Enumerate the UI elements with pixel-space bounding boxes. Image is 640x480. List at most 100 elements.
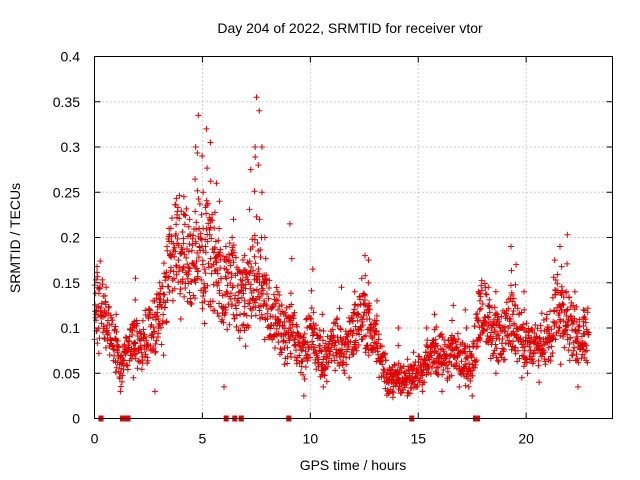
data-point: [149, 314, 156, 321]
data-point: [220, 319, 227, 326]
data-point-peak: [246, 206, 253, 213]
data-point: [311, 344, 318, 351]
data-point-peak: [512, 281, 519, 288]
data-point: [250, 287, 257, 294]
data-point: [312, 322, 319, 329]
data-point-peak: [207, 255, 214, 262]
data-point: [425, 369, 432, 376]
data-point: [116, 344, 123, 351]
data-point-peak: [361, 252, 368, 259]
data-point-peak: [485, 321, 492, 328]
data-point: [503, 299, 510, 306]
data-point: [102, 344, 109, 351]
data-point: [304, 357, 311, 364]
data-point: [118, 378, 125, 385]
data-point-peak: [274, 297, 281, 304]
data-point-peak: [511, 321, 518, 328]
data-point-peak: [216, 252, 223, 259]
data-point: [170, 268, 177, 275]
data-point-peak: [492, 288, 499, 295]
data-point: [248, 307, 255, 314]
data-point: [152, 348, 159, 355]
data-point: [500, 346, 507, 353]
chart-title: Day 204 of 2022, SRMTID for receiver vto…: [217, 20, 483, 36]
data-point: [501, 356, 508, 363]
data-point: [147, 307, 154, 314]
data-point: [347, 327, 354, 334]
data-point-peak: [521, 288, 528, 295]
data-point: [317, 342, 324, 349]
data-point: [524, 359, 531, 366]
data-point: [229, 301, 236, 308]
data-point: [180, 235, 187, 242]
data-point: [321, 372, 328, 379]
data-point: [554, 271, 561, 278]
data-point: [418, 370, 425, 377]
data-point: [94, 273, 101, 280]
data-point: [535, 357, 542, 364]
data-point: [145, 315, 152, 322]
data-point: [98, 300, 105, 307]
y-tick-label: 0.25: [53, 184, 80, 200]
data-point: [163, 318, 170, 325]
data-point: [334, 334, 341, 341]
data-point: [548, 326, 555, 333]
data-point: [543, 311, 550, 318]
data-point: [266, 277, 273, 284]
data-point: [197, 287, 204, 294]
data-point: [185, 271, 192, 278]
data-point: [192, 279, 199, 286]
data-point: [317, 348, 324, 355]
data-point-peak: [564, 231, 571, 238]
data-point: [259, 314, 266, 321]
data-point: [433, 364, 440, 371]
data-point-peak: [448, 332, 455, 339]
data-point-peak: [132, 296, 139, 303]
data-point: [186, 240, 193, 247]
data-point: [499, 345, 506, 352]
data-point-peak: [432, 336, 439, 343]
data-point: [121, 357, 128, 364]
data-point: [510, 328, 517, 335]
data-point: [233, 312, 240, 319]
data-point: [143, 346, 150, 353]
data-point-peak: [521, 343, 528, 350]
data-point-peak: [166, 238, 173, 245]
data-point: [319, 337, 326, 344]
data-point: [224, 326, 231, 333]
data-point: [263, 272, 270, 279]
grid-lines: [94, 56, 613, 419]
data-point: [568, 313, 575, 320]
x-axis-label: GPS time / hours: [300, 457, 407, 473]
data-point: [308, 315, 315, 322]
data-point-peak: [360, 312, 367, 319]
data-point: [334, 360, 341, 367]
data-point-peak: [431, 349, 438, 356]
data-point: [144, 341, 151, 348]
data-point: [101, 335, 108, 342]
data-point: [238, 294, 245, 301]
data-point: [333, 316, 340, 323]
data-point: [322, 340, 329, 347]
data-point: [563, 307, 570, 314]
data-point: [267, 325, 274, 332]
data-point-peak: [424, 361, 431, 368]
data-point: [584, 359, 591, 366]
data-point: [160, 260, 167, 267]
data-point: [284, 344, 291, 351]
data-point: [184, 261, 191, 268]
data-point: [106, 321, 113, 328]
data-point: [485, 302, 492, 309]
data-point: [97, 258, 104, 265]
data-point: [529, 326, 536, 333]
data-point-peak: [321, 344, 328, 351]
data-point: [169, 297, 176, 304]
data-point-trough: [320, 383, 327, 390]
data-point-peak: [94, 263, 101, 270]
data-point: [108, 337, 115, 344]
data-point: [297, 333, 304, 340]
data-point: [215, 313, 222, 320]
data-point: [172, 248, 179, 255]
data-point: [336, 362, 343, 369]
data-point-peak: [551, 308, 558, 315]
